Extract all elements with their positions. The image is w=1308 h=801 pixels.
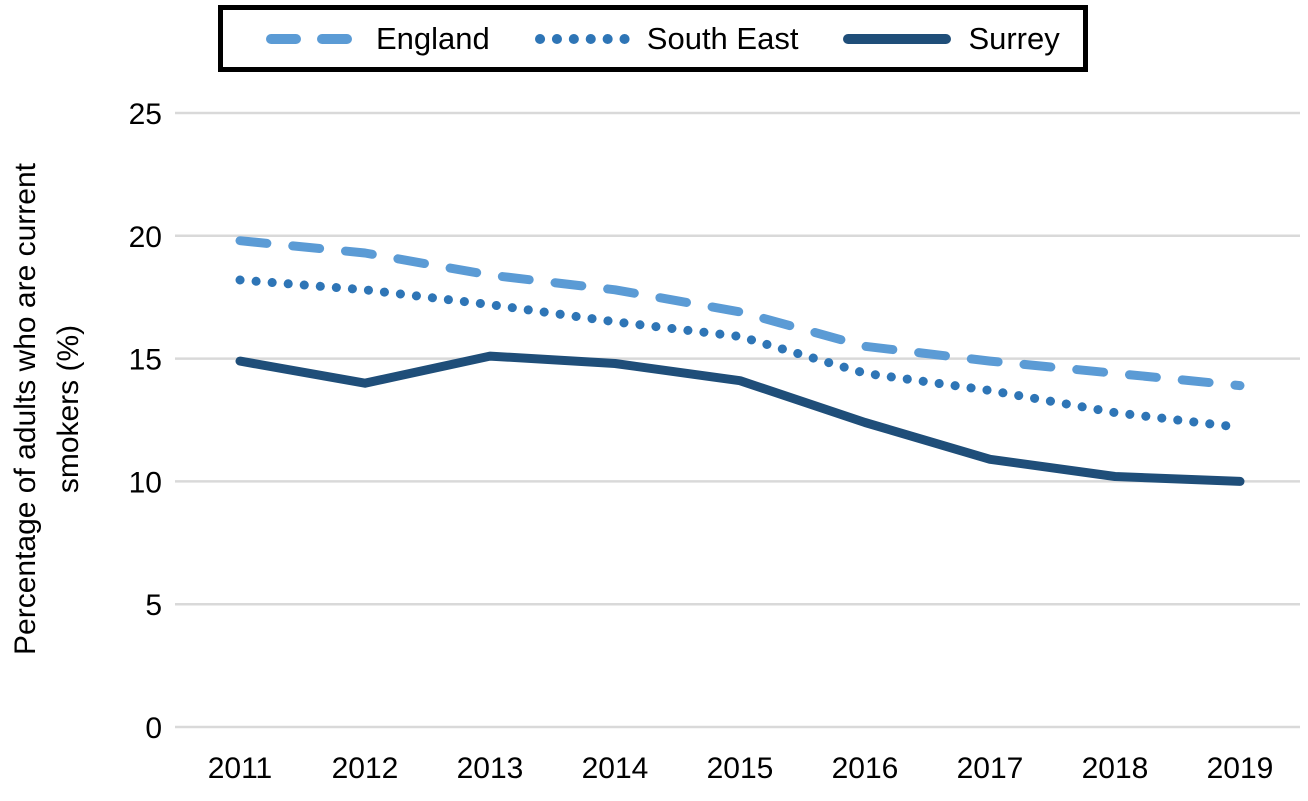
x-tick-label-2017: 2017 <box>957 752 1024 785</box>
england-dashed-line-icon <box>265 33 360 45</box>
y-tick-label-25: 25 <box>129 98 162 131</box>
x-tick-label-2016: 2016 <box>832 752 899 785</box>
chart-legend: England South East Surrey <box>218 5 1088 72</box>
x-tick-label-2018: 2018 <box>1082 752 1149 785</box>
y-tick-label-15: 15 <box>129 344 162 377</box>
series-line-south-east <box>235 275 1245 432</box>
x-tick-label-2013: 2013 <box>457 752 524 785</box>
y-tick-label-10: 10 <box>129 466 162 499</box>
south-east-dotted-line-icon <box>534 33 631 45</box>
y-tick-label-0: 0 <box>145 712 162 745</box>
x-tick-label-2015: 2015 <box>707 752 774 785</box>
legend-label-south-east: South East <box>646 21 799 56</box>
legend-label-surrey: Surrey <box>968 21 1060 56</box>
x-tick-label-2019: 2019 <box>1207 752 1274 785</box>
series-line-surrey <box>235 351 1245 486</box>
series-line-england <box>235 236 1245 391</box>
x-tick-label-2011: 2011 <box>208 752 273 785</box>
legend-item-south-east: South East <box>534 21 799 56</box>
legend-item-england: England <box>265 23 490 54</box>
x-tick-label-2014: 2014 <box>582 752 649 785</box>
y-tick-label-20: 20 <box>129 221 162 254</box>
x-tick-label-2012: 2012 <box>332 752 399 785</box>
y-tick-label-5: 5 <box>145 589 162 622</box>
surrey-solid-line-icon <box>842 33 952 45</box>
legend-label-england: England <box>376 21 490 56</box>
legend-item-surrey: Surrey <box>842 21 1060 56</box>
